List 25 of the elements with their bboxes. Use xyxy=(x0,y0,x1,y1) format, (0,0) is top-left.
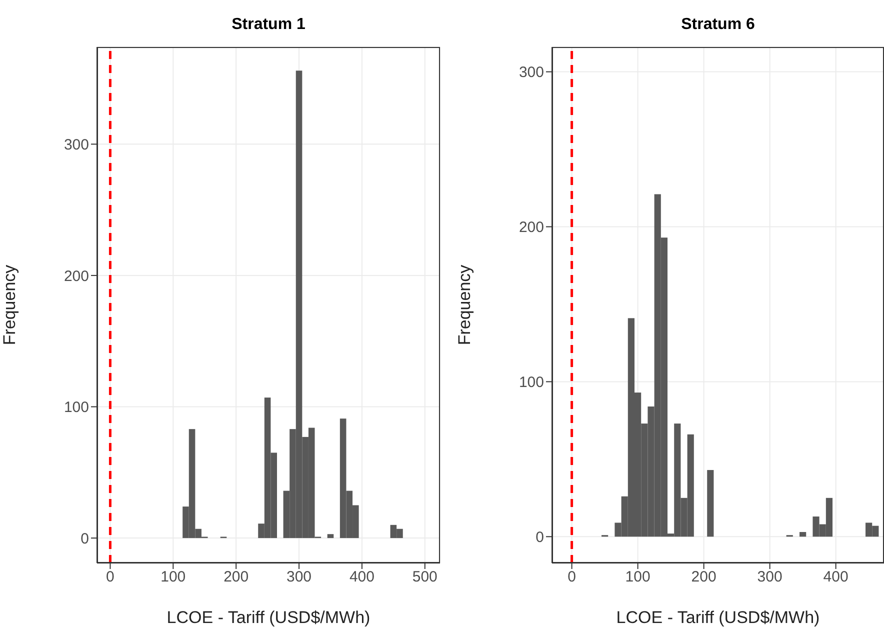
x-tick-label: 300 xyxy=(757,568,782,586)
chart-title: Stratum 6 xyxy=(680,16,756,34)
x-axis-title: LCOE - Tariff (USD$/MWh) xyxy=(166,608,372,628)
x-tick-label: 200 xyxy=(691,568,716,586)
y-tick-label: 300 xyxy=(64,136,89,154)
x-tick-label: 100 xyxy=(625,568,650,586)
y-tick-label: 200 xyxy=(64,268,89,285)
x-tick-label: 200 xyxy=(224,568,249,586)
y-axis-title: Frequency xyxy=(455,264,475,346)
x-tick-label: 400 xyxy=(823,568,848,586)
x-tick-label: 100 xyxy=(160,568,186,586)
x-axis-title: LCOE - Tariff (USD$/MWh) xyxy=(615,608,821,628)
y-tick-label: 300 xyxy=(518,64,544,82)
x-tick-label: 0 xyxy=(106,568,114,586)
chart-title: Stratum 1 xyxy=(230,16,306,34)
y-tick-label: 0 xyxy=(536,528,544,546)
y-axis-title: Frequency xyxy=(0,264,20,346)
y-tick-label: 100 xyxy=(518,374,544,392)
y-tick-label: 200 xyxy=(518,219,544,236)
x-tick-label: 500 xyxy=(412,568,438,586)
x-tick-label: 0 xyxy=(568,568,576,586)
y-tick-label: 100 xyxy=(64,399,89,416)
x-tick-label: 300 xyxy=(286,568,312,586)
y-tick-label: 0 xyxy=(80,530,89,548)
x-tick-label: 400 xyxy=(349,568,374,586)
